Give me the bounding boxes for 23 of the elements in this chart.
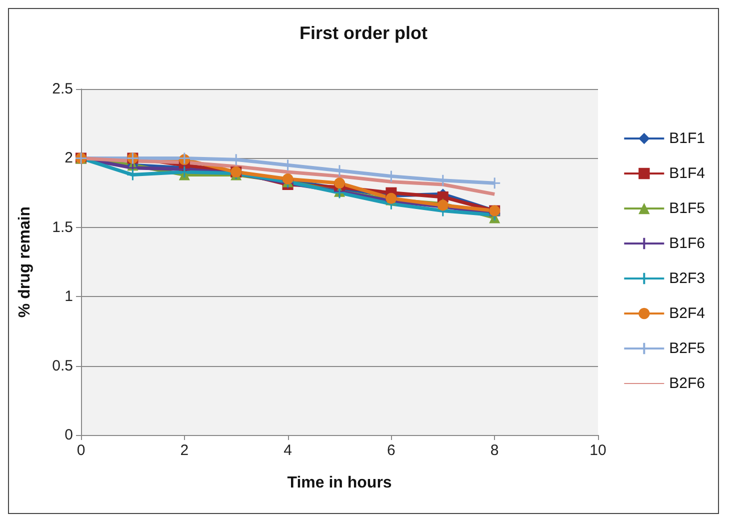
y-axis-title: % drug remain bbox=[16, 206, 34, 318]
y-tick-label: 0 bbox=[64, 426, 73, 444]
legend-label: B2F3 bbox=[669, 270, 706, 287]
x-tick-label: 4 bbox=[284, 442, 292, 459]
legend-label: B2F5 bbox=[669, 340, 706, 357]
legend-label: B1F1 bbox=[669, 130, 706, 147]
y-tick-label: 1 bbox=[64, 288, 73, 306]
y-tick-label: 0.5 bbox=[52, 357, 73, 374]
legend-label: B2F4 bbox=[669, 305, 706, 322]
y-tick-label: 1.5 bbox=[52, 218, 73, 236]
x-tick-label: 0 bbox=[76, 442, 86, 459]
x-tick-label: 2 bbox=[180, 442, 189, 459]
x-tick-label: 8 bbox=[490, 442, 499, 459]
legend-label: B1F4 bbox=[669, 165, 706, 182]
legend-label: B2F6 bbox=[669, 375, 706, 392]
chart-title: First order plot bbox=[299, 23, 428, 43]
y-tick-label: 2.5 bbox=[52, 80, 73, 98]
x-axis-title: Time in hours bbox=[287, 474, 392, 492]
y-tick-label: 2 bbox=[64, 150, 73, 167]
legend-label: B1F5 bbox=[669, 200, 706, 217]
x-tick-label: 10 bbox=[590, 442, 606, 459]
legend-label: B1F6 bbox=[669, 235, 706, 252]
x-tick-label: 6 bbox=[387, 442, 396, 459]
